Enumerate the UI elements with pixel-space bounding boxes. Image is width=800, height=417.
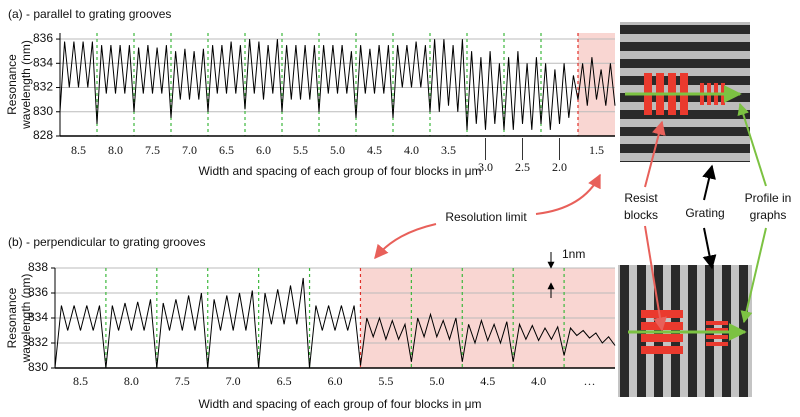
x-tick-label: 6.5 — [277, 374, 292, 388]
x-tick-label: 3.5 — [441, 143, 456, 157]
x-tick-label: 1.5 — [589, 143, 604, 157]
x-tick-label: 4.0 — [531, 374, 546, 388]
x-tick-label: 4.5 — [367, 143, 382, 157]
y-tick-label: 830 — [33, 104, 53, 118]
x-axis-title: Width and spacing of each group of four … — [198, 397, 481, 411]
arrow — [644, 120, 666, 188]
y-tick-label: 830 — [28, 360, 48, 374]
label-resist: Resist — [624, 191, 658, 205]
y-axis-title: Resonance — [5, 54, 19, 115]
x-tick-label: 6.0 — [328, 374, 343, 388]
x-tick-label: 5.0 — [330, 143, 345, 157]
y-tick-label: 828 — [33, 128, 53, 142]
x-tick-label: 7.0 — [226, 374, 241, 388]
y-tick-label: 836 — [28, 285, 48, 299]
x-tick-label: 2.0 — [552, 160, 567, 174]
sem-image-a — [620, 22, 750, 162]
y-axis-title: wavelength (nm) — [19, 40, 33, 130]
chart: 830 832 834 836 838 8.5 8.0 7.5 7.0 6.5 6.0 5.5 5.0 4… — [5, 235, 616, 411]
label-grating: Grating — [685, 206, 724, 220]
y-axis-title: Resonance — [5, 287, 19, 348]
x-tick-label: 5.5 — [378, 374, 393, 388]
y-axis-title: wavelength (nm) — [19, 274, 33, 364]
x-tick-label: 5.0 — [429, 374, 444, 388]
y-tick-label: 834 — [28, 310, 48, 324]
arrow — [740, 227, 767, 324]
x-tick-label: 3.0 — [478, 160, 493, 174]
x-tick-label: … — [584, 374, 596, 388]
arrow — [535, 173, 601, 215]
x-tick-label: 7.0 — [182, 143, 197, 157]
x-tick-label: 8.5 — [71, 143, 86, 157]
y-tick-label: 836 — [33, 31, 53, 45]
label-profile: graphs — [750, 208, 787, 222]
y-tick-label: 832 — [28, 335, 48, 349]
arrow — [737, 102, 767, 187]
scale-note: 1nm — [562, 247, 585, 261]
chart-title: (b) - perpendicular to grating grooves — [8, 235, 205, 249]
x-tick-label: 6.0 — [256, 143, 271, 157]
x-tick-label: 5.5 — [293, 143, 308, 157]
arrow — [702, 227, 717, 270]
x-tick-label: 4.5 — [480, 374, 495, 388]
x-tick-label: 8.5 — [73, 374, 88, 388]
data-line — [59, 39, 616, 130]
x-tick-label: 8.0 — [108, 143, 123, 157]
arrow — [644, 225, 667, 332]
data-line — [54, 277, 616, 369]
x-tick-label: 2.5 — [515, 160, 530, 174]
arrow — [374, 223, 437, 260]
x-tick-label: 6.5 — [219, 143, 234, 157]
y-tick-label: 834 — [33, 55, 53, 69]
x-tick-label: 7.5 — [175, 374, 190, 388]
x-tick-label: 8.0 — [124, 374, 139, 388]
chart-title: (a) - parallel to grating grooves — [8, 7, 171, 21]
resolution-region — [578, 33, 615, 136]
x-tick-label: 4.0 — [404, 143, 419, 157]
sem-image-b — [618, 265, 752, 397]
x-axis-title: Width and spacing of each group of four … — [198, 164, 481, 178]
x-tick-label: 7.5 — [145, 143, 160, 157]
label-resist: blocks — [624, 208, 658, 222]
y-tick-label: 832 — [33, 80, 53, 94]
y-tick-label: 838 — [28, 260, 48, 274]
arrow — [702, 164, 716, 201]
label-profile: Profile in — [745, 191, 792, 205]
resolution-limit: Resolution limit — [445, 210, 527, 224]
chart: 828 830 832 834 836 8.5 8.0 7.5 7.0 6.5 6.0 5.5 5.0 4… — [5, 7, 616, 178]
